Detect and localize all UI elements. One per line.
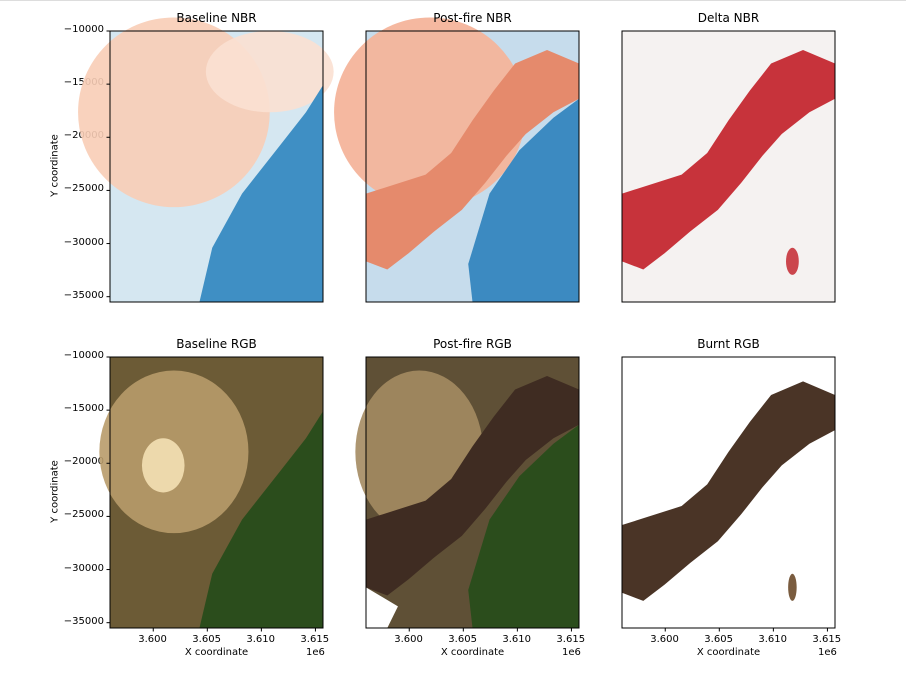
ytick-label: −25000	[63, 183, 104, 195]
panel-title: Baseline NBR	[176, 11, 257, 25]
panel-title: Delta NBR	[697, 11, 760, 25]
burn-patch	[786, 247, 799, 275]
ytick-label: −10000	[63, 350, 104, 361]
panel-title: Post-fire NBR	[433, 11, 512, 25]
xtick-label: 3.600	[650, 634, 679, 645]
burn-region	[622, 49, 835, 270]
ytick-label: −20000	[63, 456, 104, 468]
panel-image-6	[621, 356, 836, 632]
axes-frame	[621, 30, 836, 303]
panel-title: Baseline RGB	[176, 337, 257, 351]
summit-region	[141, 438, 185, 493]
nodata-region	[366, 587, 398, 628]
ytick-label: −30000	[63, 562, 104, 574]
ytick-label: −35000	[63, 289, 104, 301]
y-axis-label: Y coordinate	[49, 133, 61, 197]
forest-region	[199, 85, 323, 302]
panel-image-2	[334, 17, 580, 303]
axes-frame	[365, 356, 580, 629]
xtick-label: 3.605	[704, 634, 733, 645]
xtick-label: 3.600	[138, 634, 167, 645]
xtick-label: 3.610	[246, 634, 275, 645]
ytick-label: −10000	[63, 24, 104, 35]
axes-frame	[365, 30, 580, 303]
ytick-label: −35000	[63, 615, 104, 627]
xtick-label: 3.610	[758, 634, 787, 645]
panel-title: Burnt RGB	[697, 337, 760, 351]
forest-region	[468, 424, 579, 628]
xtick-label: 3.605	[448, 634, 477, 645]
panel-image-3	[621, 30, 836, 303]
forest-region	[468, 98, 579, 302]
panel-image-4	[99, 356, 324, 632]
xtick-label: 3.600	[394, 634, 423, 645]
axes-frame	[109, 30, 324, 303]
xtick-label: 3.610	[502, 634, 531, 645]
ytick-label: −30000	[63, 236, 104, 248]
panel-image-5	[355, 356, 580, 632]
upland-region	[205, 31, 334, 113]
xtick-label: 3.615	[300, 634, 330, 645]
offset-label: 1e6	[562, 647, 581, 658]
x-axis-label: X coordinate	[696, 647, 761, 658]
ytick-label: −25000	[63, 509, 104, 521]
xtick-label: 3.615	[556, 634, 586, 645]
burn-patch	[788, 573, 797, 601]
xtick-label: 3.605	[192, 634, 221, 645]
offset-label: 1e6	[818, 647, 837, 658]
burn-region	[366, 375, 579, 596]
panel-image-1	[78, 17, 334, 303]
forest-region	[199, 411, 323, 628]
xtick-label: 3.615	[812, 634, 842, 645]
ytick-label: −15000	[63, 403, 104, 415]
offset-label: 1e6	[306, 647, 325, 658]
burn-region	[622, 381, 835, 601]
axes-frame	[109, 356, 324, 629]
y-axis-label: Y coordinate	[49, 459, 61, 523]
panel-title: Post-fire RGB	[433, 337, 512, 351]
x-axis-label: X coordinate	[184, 647, 249, 658]
x-axis-label: X coordinate	[440, 647, 505, 658]
burn-region	[366, 49, 579, 270]
axes-frame	[621, 356, 836, 629]
